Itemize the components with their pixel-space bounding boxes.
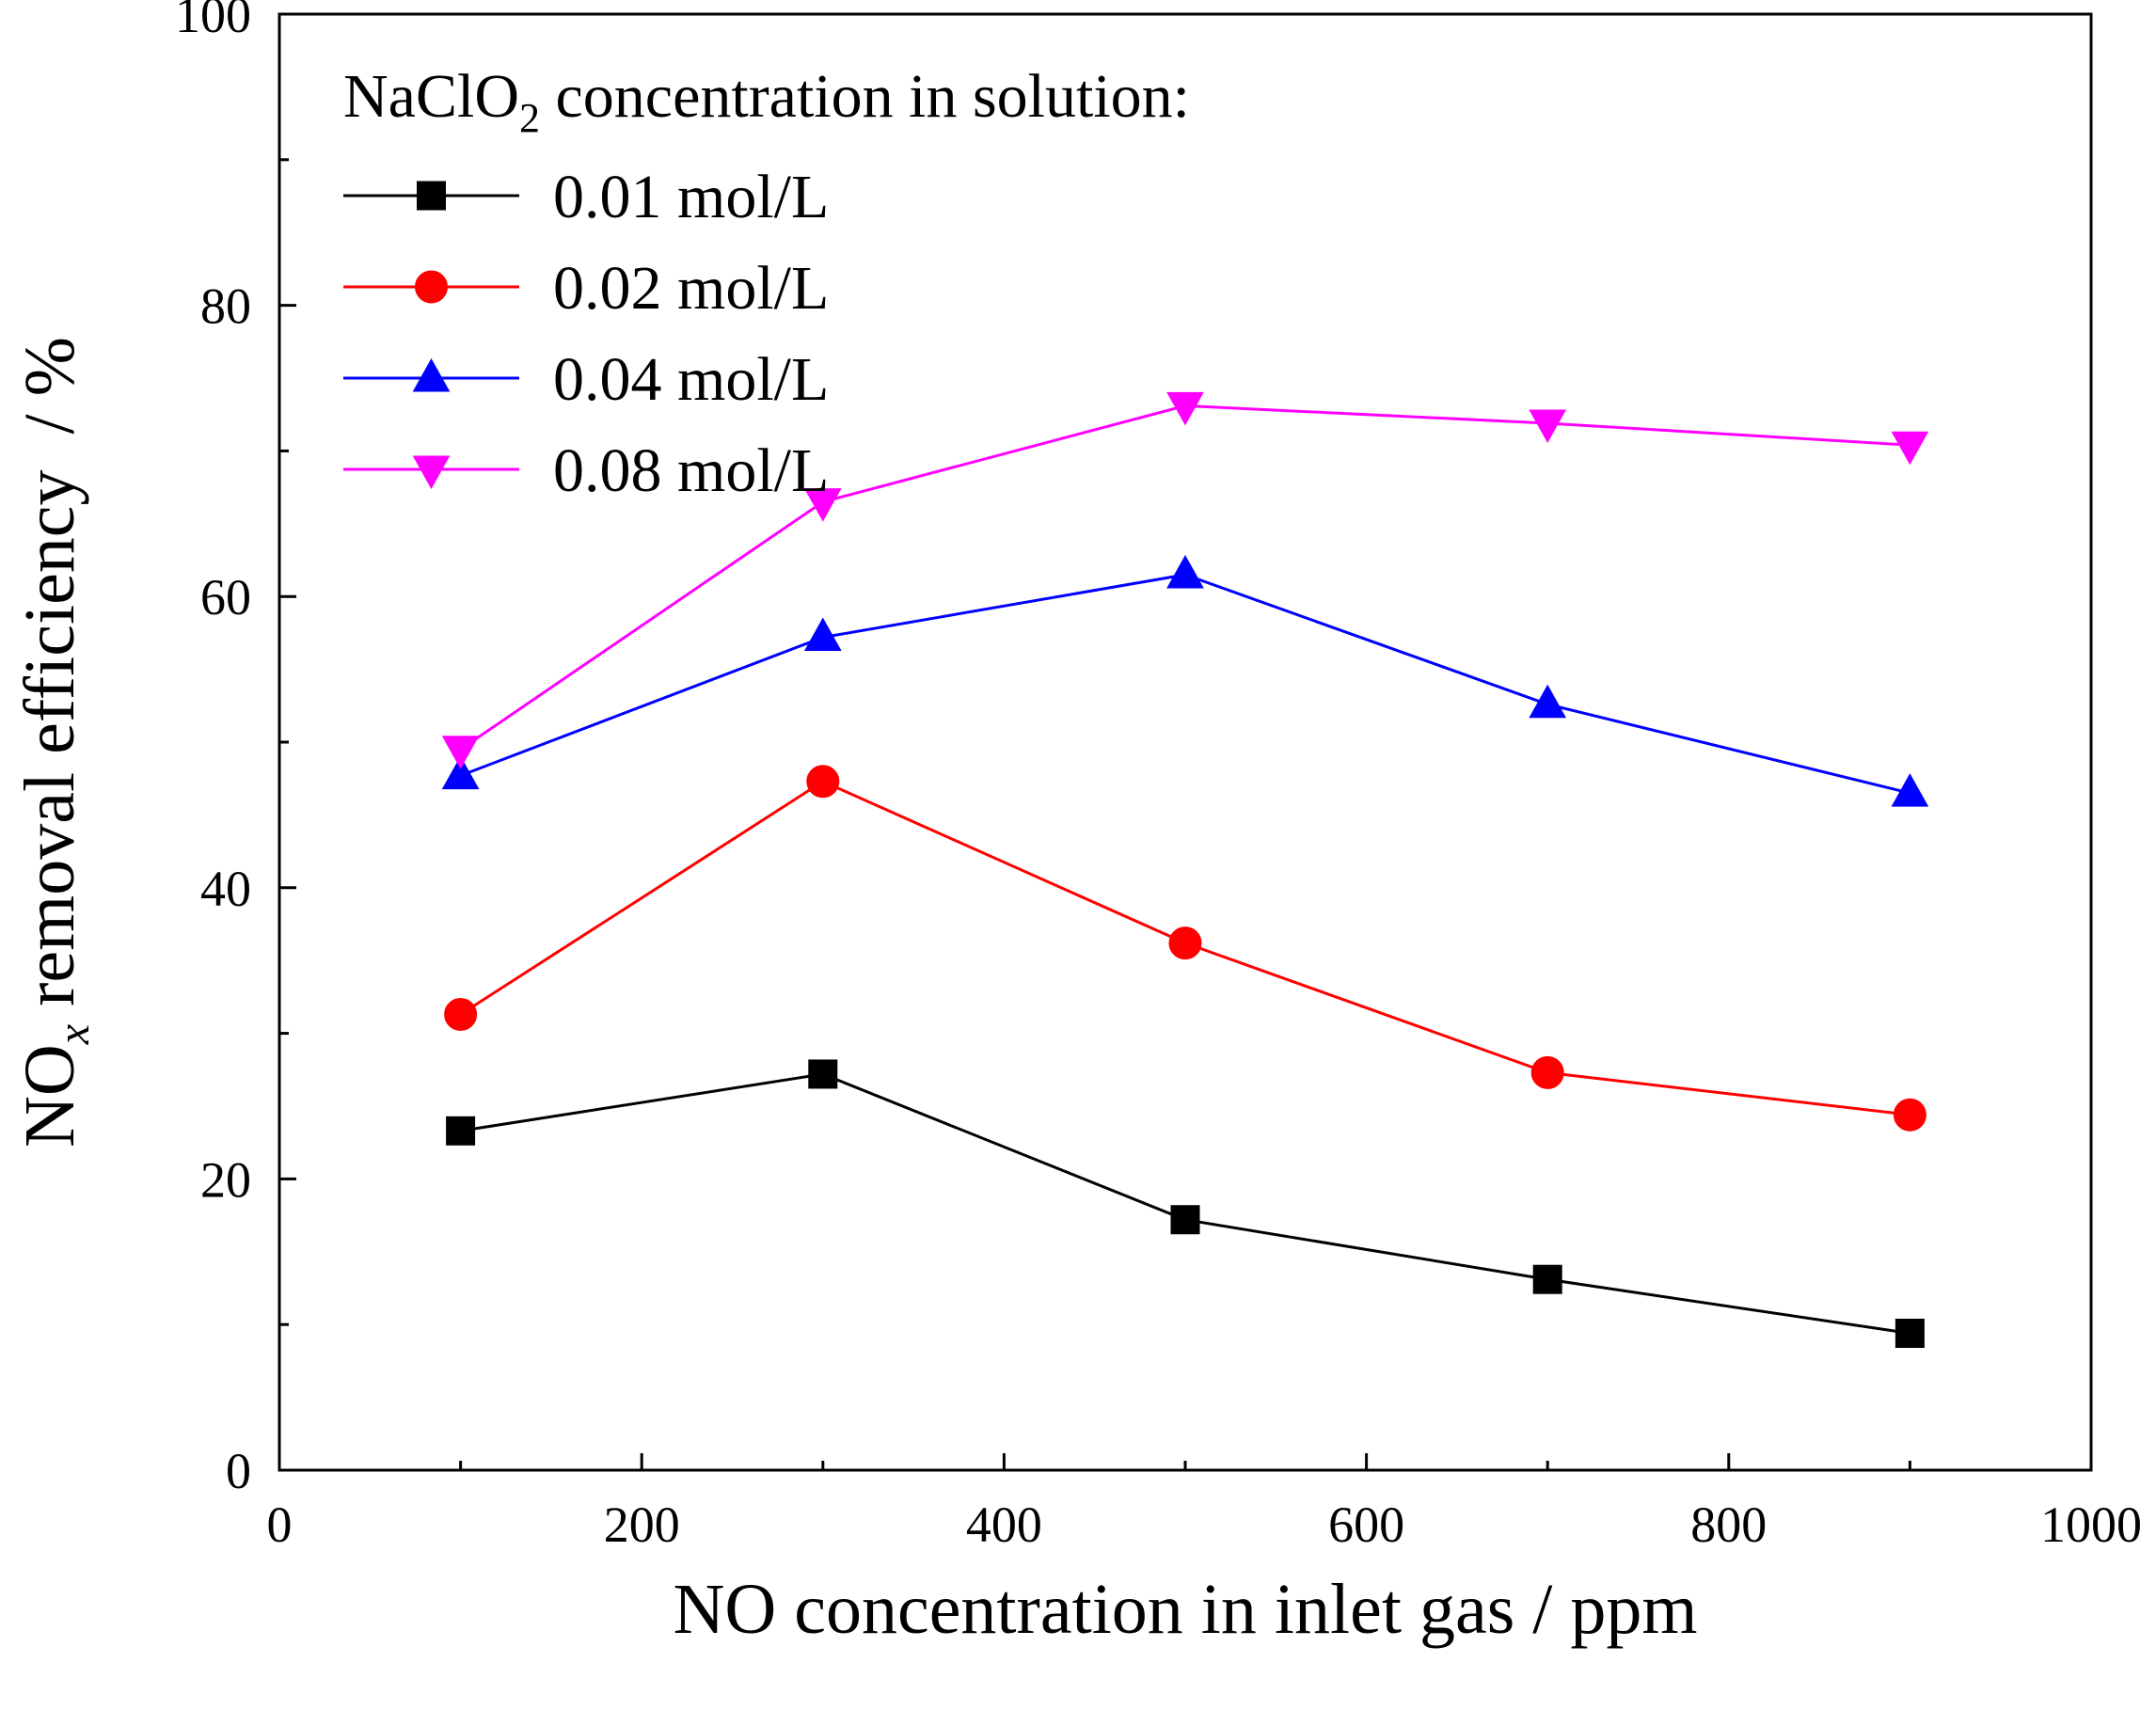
data-point-0-04-mol-l [441, 755, 480, 790]
legend-marker-0-08-mol-l [412, 455, 451, 490]
legend-entry-0-04-mol-l: 0.04 mol/L [343, 345, 829, 414]
x-tick-label: 600 [1328, 1496, 1404, 1553]
x-tick-label: 200 [604, 1496, 680, 1553]
data-point-0-08-mol-l [1166, 391, 1204, 426]
legend-entry-0-01-mol-l: 0.01 mol/L [343, 163, 829, 231]
data-point-0-08-mol-l [1529, 409, 1567, 444]
data-point-0-01-mol-l [446, 1116, 476, 1146]
series-0-08-mol-l [441, 391, 1929, 769]
legend-title-subscript: 2 [519, 95, 540, 141]
data-point-0-08-mol-l [441, 736, 480, 769]
legend-title: NaClO2 concentration in solution: [343, 62, 1190, 141]
data-point-0-01-mol-l [1532, 1264, 1562, 1294]
data-point-0-08-mol-l [803, 488, 842, 522]
legend-label-0-02-mol-l: 0.02 mol/L [553, 254, 829, 323]
y-tick-label: 100 [175, 0, 251, 43]
axis-ticks: 0 200 400 600 800 1000 0 20 40 60 80 100 [175, 0, 2142, 1553]
data-point-0-04-mol-l [1891, 773, 1929, 807]
plot-frame [277, 12, 2093, 1472]
y-axis-title-subscript: x [49, 1024, 99, 1045]
legend-label-0-01-mol-l: 0.01 mol/L [553, 163, 829, 231]
y-tick-label: 40 [200, 861, 251, 917]
legend: NaClO2 concentration in solution: 0.01 m… [343, 62, 1190, 505]
legend-marker-0-02-mol-l [415, 270, 448, 304]
y-axis-title: NOx removal efficiency / % [10, 337, 99, 1148]
legend-label-0-04-mol-l: 0.04 mol/L [553, 345, 829, 414]
data-point-0-04-mol-l [1529, 684, 1567, 719]
data-point-0-02-mol-l [1168, 926, 1202, 960]
x-tick-label: 0 [267, 1496, 293, 1553]
data-point-0-04-mol-l [803, 617, 842, 652]
series-0-04-mol-l [441, 554, 1929, 807]
y-tick-label: 0 [226, 1443, 251, 1499]
x-tick-label: 1000 [2040, 1496, 2142, 1553]
x-tick-label: 800 [1690, 1496, 1767, 1553]
data-point-0-02-mol-l [444, 997, 478, 1031]
x-axis-title: NO concentration in inlet gas / ppm [673, 1570, 1697, 1649]
data-point-0-08-mol-l [1891, 431, 1929, 466]
legend-entry-0-08-mol-l: 0.08 mol/L [343, 436, 829, 505]
y-tick-label: 80 [200, 278, 251, 335]
data-point-0-01-mol-l [1170, 1205, 1200, 1235]
data-series [441, 391, 1929, 1348]
y-tick-label: 60 [200, 569, 251, 625]
data-point-0-01-mol-l [808, 1059, 838, 1089]
data-point-0-04-mol-l [1166, 554, 1204, 589]
y-tick-label: 20 [200, 1151, 251, 1208]
x-tick-label: 400 [966, 1496, 1042, 1553]
data-point-0-02-mol-l [806, 765, 840, 799]
series-0-02-mol-l [444, 765, 1926, 1132]
legend-label-0-08-mol-l: 0.08 mol/L [553, 436, 829, 505]
legend-marker-0-01-mol-l [417, 181, 446, 211]
legend-marker-0-04-mol-l [412, 357, 451, 392]
series-0-01-mol-l [446, 1059, 1925, 1348]
data-point-0-02-mol-l [1893, 1098, 1926, 1132]
data-point-0-02-mol-l [1530, 1055, 1564, 1089]
data-point-0-01-mol-l [1894, 1318, 1925, 1348]
legend-entry-0-02-mol-l: 0.02 mol/L [343, 254, 829, 323]
